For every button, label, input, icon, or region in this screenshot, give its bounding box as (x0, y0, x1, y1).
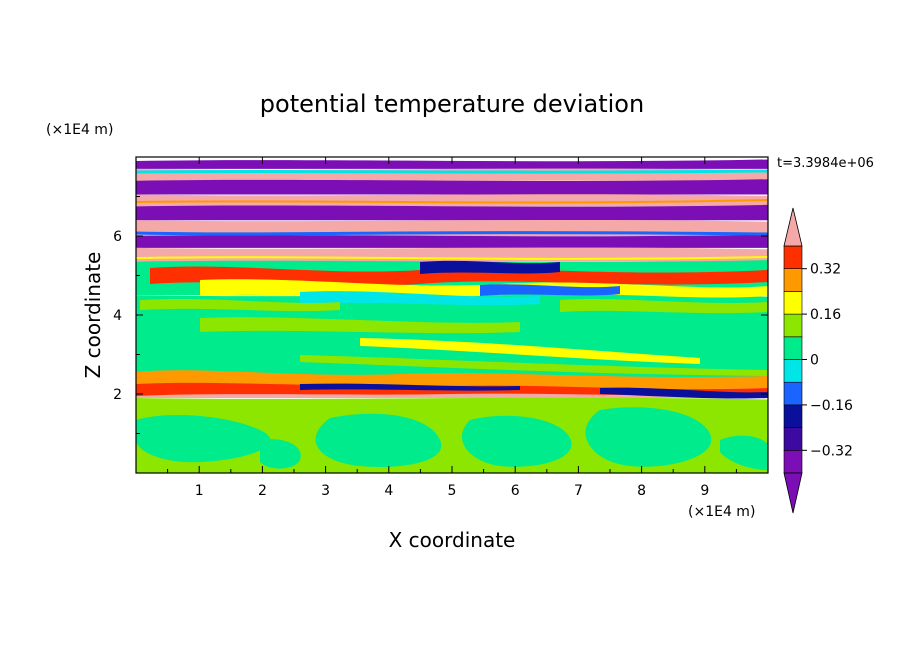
colorbar-label: 0 (810, 353, 819, 369)
lower-turbulent-layer (136, 370, 768, 399)
chart-title: potential temperature deviation (260, 90, 644, 118)
colorbar-label: −0.16 (810, 398, 853, 414)
colorbar-label: 0.32 (810, 262, 841, 278)
colorbar-segment (783, 449, 803, 474)
colorbar-segment (783, 427, 803, 451)
y-tick-label: 6 (113, 229, 122, 245)
y-unit-label: (×1E4 m) (46, 122, 113, 138)
x-unit-label: (×1E4 m) (688, 504, 755, 520)
colorbar-segment (783, 381, 803, 406)
colorbar-segment (783, 336, 803, 360)
contour-layer (136, 204, 768, 221)
x-tick-label: 4 (384, 483, 393, 499)
x-tick-label: 1 (195, 483, 204, 499)
x-tick-label: 5 (448, 483, 457, 499)
colorbar-label: −0.32 (810, 443, 853, 459)
colorbar-extend-bottom (783, 472, 803, 514)
colorbar-label: 0.16 (810, 307, 841, 323)
contour-layer (136, 179, 768, 195)
colorbar-extend-top (783, 207, 803, 247)
colorbar-segment (783, 313, 803, 338)
mid-patches (140, 260, 768, 376)
x-tick-label: 9 (700, 483, 709, 499)
y-tick-label: 2 (113, 387, 122, 403)
y-axis-label: Z coordinate (81, 252, 105, 379)
colorbar: 0.32 0.16 0 −0.16 −0.32 (783, 207, 853, 514)
x-tick-label: 6 (511, 483, 520, 499)
x-axis-label: X coordinate (389, 528, 516, 552)
time-label: t=3.3984e+06 (777, 156, 874, 171)
contour-layer (136, 234, 768, 248)
x-tick-label: 8 (637, 483, 646, 499)
colorbar-segment (783, 291, 803, 315)
x-tick-label: 3 (321, 483, 330, 499)
colorbar-segment (783, 268, 803, 292)
contour-layer (136, 159, 768, 169)
x-tick-label: 2 (258, 483, 267, 499)
x-tick-label: 7 (574, 483, 583, 499)
colorbar-segment (783, 245, 803, 270)
y-axis-ticks: 2 4 6 (113, 196, 768, 434)
colorbar-segment (783, 404, 803, 428)
contour-layer (136, 295, 768, 387)
x-axis-ticks: 1 2 3 4 5 6 7 8 9 (167, 157, 737, 499)
contour-layer (136, 194, 768, 207)
band-edges (136, 169, 768, 260)
lower-blobs (136, 407, 768, 470)
contour-layer (136, 247, 768, 262)
colorbar-segment (783, 359, 803, 383)
contour-field (136, 159, 768, 473)
y-tick-label: 4 (113, 308, 122, 324)
